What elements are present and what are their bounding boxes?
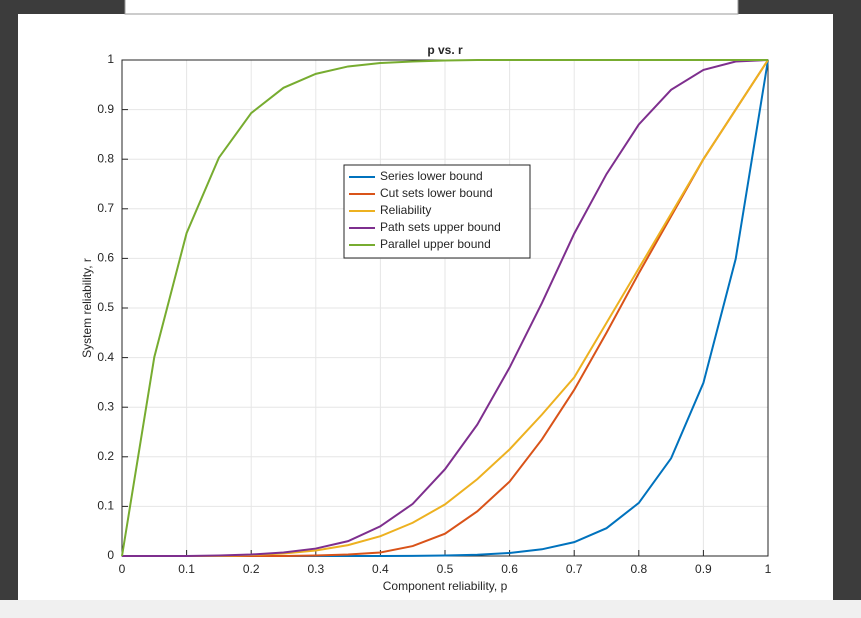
toolbar-strip <box>124 0 739 15</box>
x-tick-label: 0.2 <box>243 562 260 576</box>
y-tick-label: 1 <box>107 52 114 66</box>
y-tick-label: 0.2 <box>97 449 114 463</box>
legend-label: Cut sets lower bound <box>380 186 493 200</box>
y-tick-label: 0.4 <box>97 350 114 364</box>
x-tick-label: 0.9 <box>695 562 712 576</box>
y-tick-label: 0.5 <box>97 300 114 314</box>
x-tick-label: 0.5 <box>437 562 454 576</box>
footer-strip <box>0 600 861 618</box>
y-axis-label: System reliability, r <box>80 258 94 358</box>
y-tick-label: 0.7 <box>97 201 114 215</box>
x-axis-label: Component reliability, p <box>383 579 508 593</box>
x-tick-label: 1 <box>765 562 772 576</box>
y-tick-label: 0.9 <box>97 102 114 116</box>
y-tick-label: 0.6 <box>97 251 114 265</box>
x-tick-label: 0.7 <box>566 562 583 576</box>
x-tick-label: 0.4 <box>372 562 389 576</box>
x-tick-label: 0.6 <box>501 562 518 576</box>
x-tick-label: 0.1 <box>178 562 195 576</box>
y-tick-label: 0 <box>107 548 114 562</box>
x-tick-label: 0 <box>119 562 126 576</box>
series-line <box>122 59 769 557</box>
series-line <box>121 59 768 557</box>
legend-label: Series lower bound <box>380 169 483 183</box>
y-tick-label: 0.1 <box>97 499 114 513</box>
y-tick-label: 0.3 <box>97 399 114 413</box>
x-tick-label: 0.8 <box>630 562 647 576</box>
x-tick-label: 0.3 <box>307 562 324 576</box>
legend-label: Parallel upper bound <box>380 237 491 251</box>
legend-label: Reliability <box>380 203 431 217</box>
legend-label: Path sets upper bound <box>380 220 501 234</box>
y-tick-label: 0.8 <box>97 151 114 165</box>
chart-title: p vs. r <box>427 43 463 57</box>
